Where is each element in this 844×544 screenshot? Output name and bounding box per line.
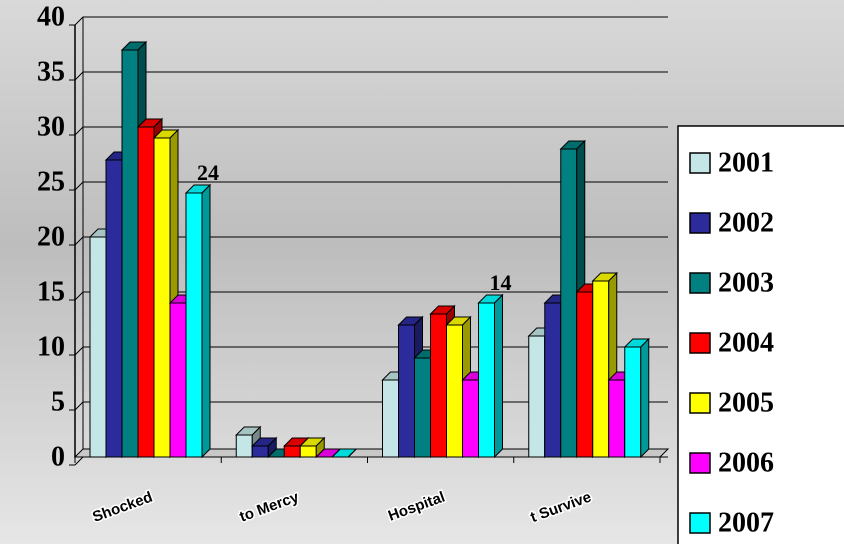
y-tick-label: 15 <box>37 276 65 307</box>
bar-side <box>494 293 503 459</box>
bar-side <box>640 337 650 459</box>
legend-swatch <box>689 392 711 414</box>
grid-line <box>74 16 668 26</box>
bar <box>462 379 479 458</box>
y-tick-label: 30 <box>37 111 65 142</box>
bar <box>446 324 463 458</box>
bar-side <box>201 183 211 459</box>
bar <box>153 137 171 458</box>
data-label: 24 <box>197 160 219 185</box>
legend-label: 2002 <box>718 207 774 238</box>
legend-swatch <box>689 272 711 294</box>
bar <box>185 192 203 458</box>
y-tick-label: 25 <box>37 166 65 197</box>
legend-label: 2004 <box>718 327 774 358</box>
bar <box>121 49 139 458</box>
legend-swatch <box>689 452 711 474</box>
bar <box>283 445 301 458</box>
bar <box>624 346 642 458</box>
bar <box>169 302 187 458</box>
bar <box>608 379 626 458</box>
bar <box>398 324 415 458</box>
legend-swatch <box>689 512 711 534</box>
grid-line <box>74 181 668 191</box>
legend-swatch <box>689 212 711 234</box>
bar <box>414 357 431 458</box>
bar <box>137 126 155 458</box>
bar <box>89 236 107 458</box>
grid-line <box>74 346 668 356</box>
grid-line <box>74 236 668 246</box>
data-label: 14 <box>490 270 512 295</box>
y-tick-label: 40 <box>37 1 65 32</box>
legend-swatch <box>689 152 711 174</box>
bar <box>251 445 269 458</box>
legend-label: 2006 <box>718 447 774 478</box>
bar <box>235 434 253 458</box>
legend-swatch <box>689 332 711 354</box>
bar-side <box>347 448 357 458</box>
legend-label: 2005 <box>718 387 774 418</box>
bar <box>382 379 399 458</box>
bar <box>560 148 578 458</box>
bar <box>576 291 594 458</box>
y-tick-label: 0 <box>51 441 65 472</box>
grid-line <box>74 126 668 136</box>
bar <box>528 335 546 458</box>
y-tick-label: 35 <box>37 56 65 87</box>
legend-label: 2001 <box>718 147 774 178</box>
bar <box>105 159 123 458</box>
grid-line <box>74 71 668 81</box>
legend-label: 2003 <box>718 267 774 298</box>
grid-line <box>74 291 668 301</box>
legend-label: 2007 <box>718 507 774 538</box>
y-tick-label: 10 <box>37 331 65 362</box>
bar <box>544 302 562 458</box>
bar <box>299 445 317 458</box>
bar <box>430 313 447 458</box>
bar <box>478 302 495 458</box>
bar <box>592 280 610 458</box>
y-tick-label: 20 <box>37 221 65 252</box>
y-tick-label: 5 <box>51 386 65 417</box>
